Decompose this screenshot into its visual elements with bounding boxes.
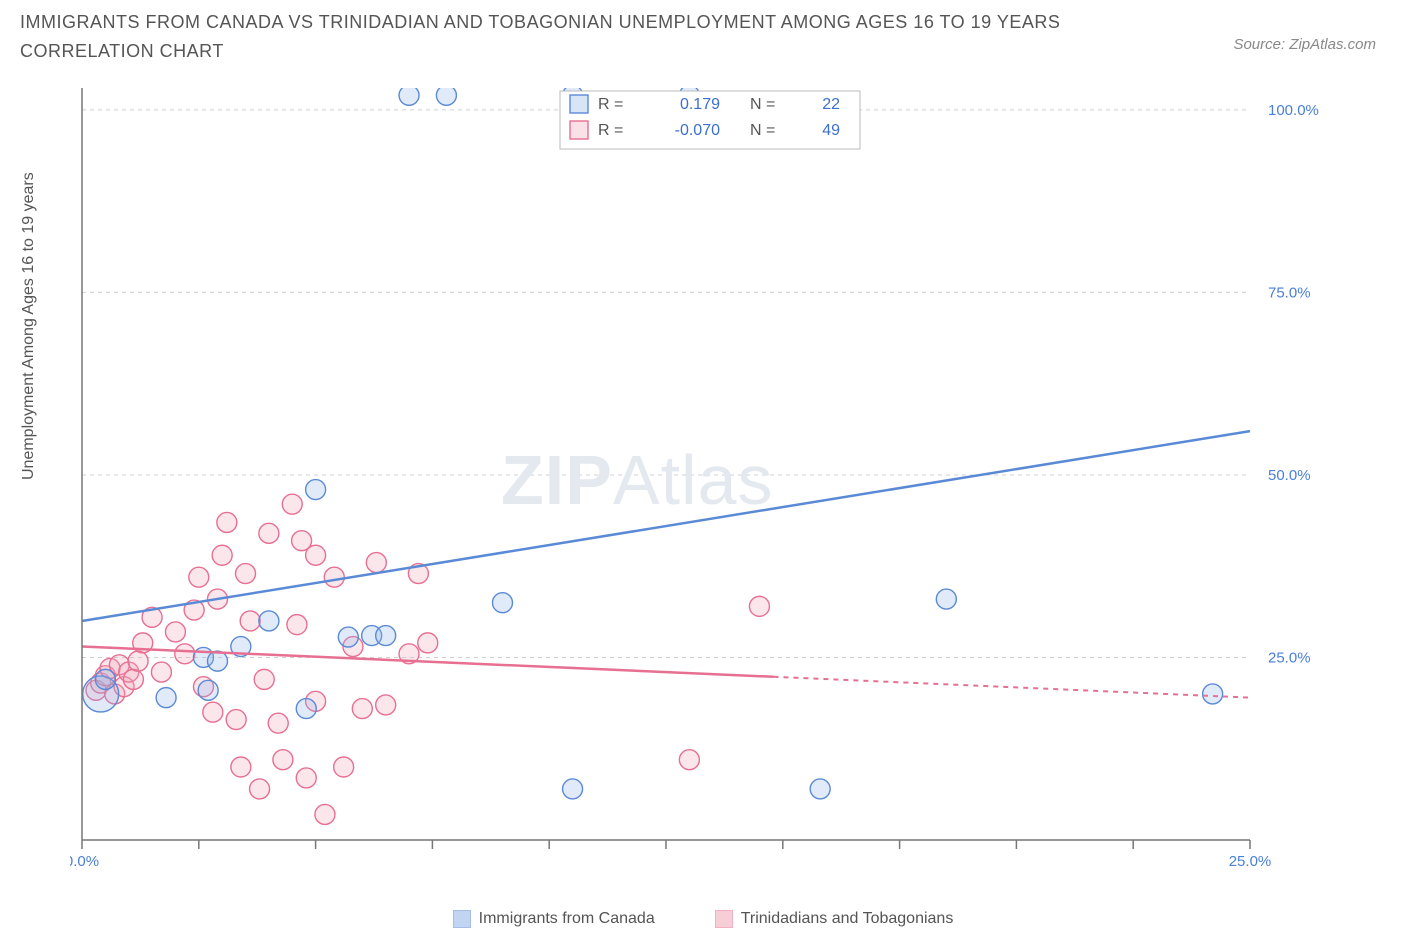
- tt-point: [165, 622, 185, 642]
- y-axis-label: Unemployment Among Ages 16 to 19 years: [20, 172, 38, 480]
- tt-point: [418, 633, 438, 653]
- tt-point: [259, 523, 279, 543]
- canada-point: [95, 669, 115, 689]
- tt-point: [287, 615, 307, 635]
- tt-point: [376, 695, 396, 715]
- y-tick-label: 75.0%: [1268, 284, 1311, 301]
- tt-point: [240, 611, 260, 631]
- tt-trendline-dashed: [773, 677, 1250, 698]
- legend-label: Immigrants from Canada: [479, 910, 655, 928]
- tt-point: [749, 596, 769, 616]
- tt-point: [231, 757, 251, 777]
- tt-point: [282, 494, 302, 514]
- tt-point: [250, 779, 270, 799]
- stats-n-value: 22: [822, 96, 840, 113]
- tt-point: [254, 669, 274, 689]
- stats-r-value: -0.070: [675, 122, 720, 139]
- y-tick-label: 25.0%: [1268, 649, 1311, 666]
- canada-point: [492, 593, 512, 613]
- tt-point: [226, 710, 246, 730]
- stats-r-value: 0.179: [680, 96, 720, 113]
- canada-point: [156, 688, 176, 708]
- y-tick-label: 50.0%: [1268, 467, 1311, 484]
- tt-point: [315, 804, 335, 824]
- canada-point: [338, 627, 358, 647]
- legend-item-canada: Immigrants from Canada: [453, 910, 655, 928]
- tt-point: [306, 545, 326, 565]
- y-tick-label: 100.0%: [1268, 102, 1319, 119]
- x-tick-label: 0.0%: [70, 853, 99, 868]
- canada-point: [1203, 684, 1223, 704]
- tt-point: [175, 644, 195, 664]
- tt-point: [366, 553, 386, 573]
- canada-point: [563, 779, 583, 799]
- legend-swatch-tt: [715, 910, 733, 928]
- canada-point: [207, 651, 227, 671]
- stats-n-label: N =: [750, 122, 775, 139]
- tt-point: [268, 713, 288, 733]
- tt-point: [236, 564, 256, 584]
- svg-text:ZIPAtlas: ZIPAtlas: [501, 441, 774, 519]
- tt-point: [324, 567, 344, 587]
- stats-r-label: R =: [598, 96, 623, 113]
- canada-point: [399, 88, 419, 105]
- tt-point: [296, 768, 316, 788]
- scatter-plot: ZIPAtlas 0.0% 25.0% 25.0% 50.0% 75.0% 100.0% R …: [70, 88, 1340, 868]
- chart-title: IMMIGRANTS FROM CANADA VS TRINIDADIAN AN…: [20, 8, 1120, 66]
- canada-point: [198, 680, 218, 700]
- legend: Immigrants from Canada Trinidadians and T…: [0, 910, 1406, 928]
- tt-point: [151, 662, 171, 682]
- x-tick-label: 25.0%: [1229, 853, 1272, 868]
- tt-point: [203, 702, 223, 722]
- tt-point: [679, 750, 699, 770]
- canada-point: [296, 699, 316, 719]
- canada-point: [376, 626, 396, 646]
- tt-point: [189, 567, 209, 587]
- canada-point: [436, 88, 456, 105]
- legend-label: Trinidadians and Tobagonians: [741, 910, 954, 928]
- canada-point: [936, 589, 956, 609]
- stats-swatch-tt: [570, 121, 588, 139]
- stats-r-label: R =: [598, 122, 623, 139]
- stats-n-value: 49: [822, 122, 840, 139]
- canada-point: [306, 480, 326, 500]
- legend-item-tt: Trinidadians and Tobagonians: [715, 910, 954, 928]
- source-label: Source: ZipAtlas.com: [1233, 36, 1376, 53]
- stats-n-label: N =: [750, 96, 775, 113]
- chart-area: ZIPAtlas 0.0% 25.0% 25.0% 50.0% 75.0% 100.0% R …: [70, 88, 1340, 868]
- tt-point: [334, 757, 354, 777]
- tt-point: [217, 512, 237, 532]
- canada-point: [259, 611, 279, 631]
- stats-swatch-canada: [570, 95, 588, 113]
- canada-point: [810, 779, 830, 799]
- legend-swatch-canada: [453, 910, 471, 928]
- tt-point: [212, 545, 232, 565]
- tt-point: [123, 669, 143, 689]
- tt-point: [352, 699, 372, 719]
- tt-point: [128, 651, 148, 671]
- tt-point: [273, 750, 293, 770]
